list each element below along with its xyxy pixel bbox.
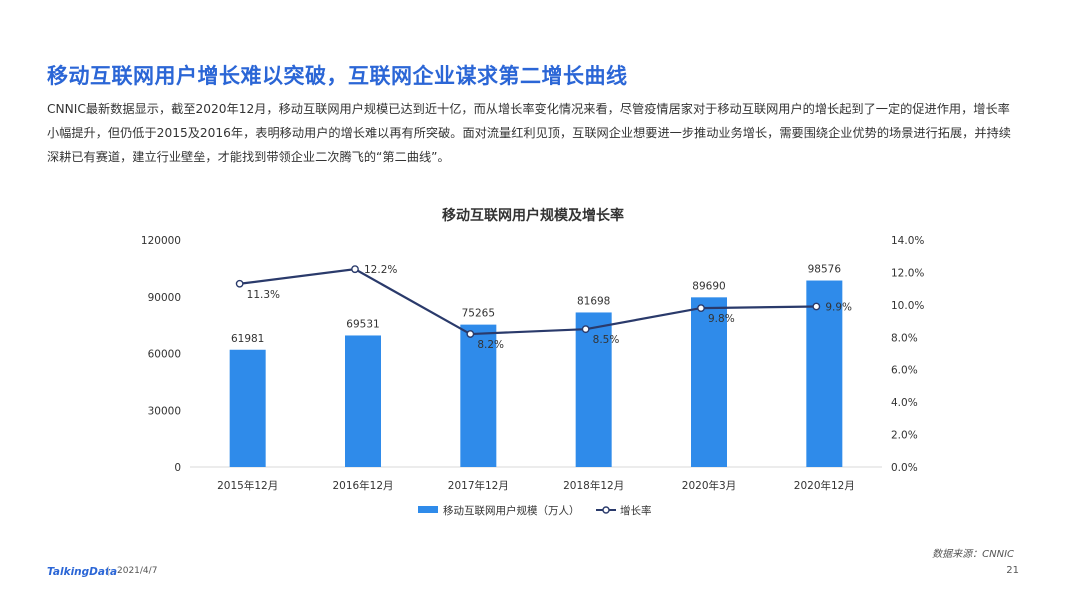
legend-bar-label: 移动互联网用户规模（万人） [443,504,580,517]
rate-value-label: 12.2% [364,264,397,276]
right-tick-label: 6.0% [891,365,918,377]
left-tick-label: 0 [174,462,181,474]
rate-value-label: 8.5% [593,334,620,346]
rate-point [697,304,705,312]
bar-value-label: 98576 [808,264,842,276]
right-axis: 0.0% 2.0% 4.0% 6.0% 8.0% 10.0% 12.0% 14.0% [891,235,924,474]
rate-point [466,330,475,338]
x-axis-ticks: 2015年12月 2016年12月 2017年12月 2018年12月 2020年3月 2… [217,479,855,492]
x-tick-label: 2017年12月 [448,479,509,492]
x-tick-label: 2016年12月 [332,479,393,492]
rate-point [235,279,244,288]
chart-title: 移动互联网用户规模及增长率 [442,207,624,224]
page-number: 21 [1006,565,1019,576]
bar [691,297,727,467]
right-tick-label: 10.0% [891,300,924,312]
x-tick-label: 2018年12月 [563,479,624,492]
brand-logo-text: TalkingData [47,566,118,578]
bar-value-label: 89690 [692,280,725,292]
bar [806,280,843,467]
right-tick-label: 4.0% [891,397,918,409]
rate-value-label: 8.2% [477,339,504,351]
left-tick-label: 90000 [148,292,181,304]
chart-legend: 移动互联网用户规模（万人） 增长率 [418,504,652,517]
bar-series [229,280,843,467]
page-title: 移动互联网用户增长难以突破，互联网企业谋求第二增长曲线 [47,64,628,88]
bar-value-label: 69531 [346,318,379,330]
rate-value-label: 9.8% [708,313,735,325]
legend-bar-swatch [418,506,438,513]
bar [460,324,497,467]
x-tick-label: 2020年12月 [794,479,855,492]
left-axis: 0 30000 60000 90000 120000 [141,235,181,474]
x-tick-label: 2020年3月 [682,479,736,492]
rate-value-label: 11.3% [247,289,280,301]
rate-point [812,302,821,311]
left-tick-label: 120000 [141,235,181,247]
legend-line-label: 增长率 [620,504,652,517]
footer-divider [108,566,109,576]
growth-rate-labels: 11.3% 12.2% 8.2% 8.5% 9.8% 9.9% [247,264,852,351]
right-tick-label: 2.0% [891,430,918,442]
growth-rate-points [235,265,821,338]
page-description: CNNIC最新数据显示，截至2020年12月，移动互联网用户规模已达到近十亿，而… [47,102,1011,164]
left-tick-label: 30000 [148,405,181,417]
right-tick-label: 14.0% [891,235,924,247]
bar [575,312,612,467]
footer-date: 2021/4/7 [117,566,158,576]
left-tick-label: 60000 [148,349,181,361]
bar-value-label: 75265 [462,308,495,320]
bar [229,349,266,467]
rate-value-label: 9.9% [825,301,852,313]
bar-value-label: 61981 [231,333,264,345]
right-tick-label: 12.0% [891,267,924,279]
bar-value-labels: 61981 69531 75265 81698 89690 98576 [231,264,841,345]
right-tick-label: 8.0% [891,332,918,344]
growth-rate-line [239,268,817,336]
right-tick-label: 0.0% [891,462,918,474]
bar-value-label: 81698 [577,295,610,307]
data-source: 数据来源：CNNIC [932,549,1014,560]
legend-line-dot [602,506,610,514]
rate-point [581,325,590,334]
rate-point [351,265,359,274]
x-tick-label: 2015年12月 [217,479,278,492]
bar [345,335,381,467]
